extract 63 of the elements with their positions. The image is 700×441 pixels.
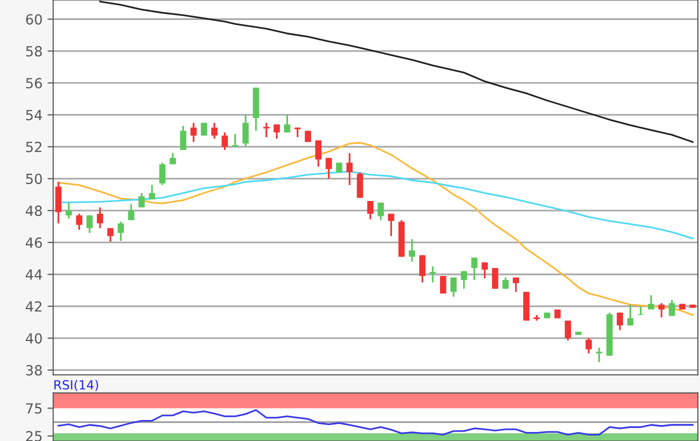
- candlestick: [616, 312, 624, 332]
- candlestick: [76, 212, 82, 231]
- candlestick: [96, 206, 104, 229]
- candlestick: [274, 124, 280, 140]
- y-tick-label: 48: [26, 206, 42, 216]
- candlestick: [190, 122, 197, 143]
- candlestick: [471, 256, 478, 281]
- y-tick-label: 50: [26, 174, 42, 184]
- candlestick: [170, 152, 176, 166]
- candlestick: [388, 212, 394, 237]
- candlestick: [284, 114, 290, 134]
- y-tick-label: 42: [26, 301, 42, 312]
- candlestick: [138, 192, 145, 208]
- y-tick-label: 60: [26, 14, 42, 25]
- candlestick: [627, 304, 634, 326]
- candlestick: [180, 125, 186, 151]
- line-series: [99, 0, 694, 143]
- candlestick: [460, 270, 468, 290]
- chart-title: RSI(14): [54, 380, 98, 392]
- candlestick: [482, 262, 488, 280]
- candlestick: [346, 152, 353, 186]
- candlestick: [315, 140, 322, 168]
- candlestick: [430, 266, 436, 284]
- candlestick: [419, 254, 426, 284]
- y-tick-label: 52: [26, 142, 42, 152]
- candlestick: [668, 299, 676, 317]
- candlestick: [118, 220, 124, 242]
- y-tick-label: 40: [26, 333, 42, 344]
- candlestick: [232, 133, 238, 148]
- candlestick: [648, 294, 654, 310]
- candlestick: [211, 122, 218, 140]
- line-series: [58, 142, 694, 316]
- candlestick: [107, 227, 114, 242]
- candlestick: [336, 162, 342, 174]
- candlestick: [222, 132, 228, 151]
- candlestick: [450, 276, 457, 298]
- candlestick: [294, 126, 301, 138]
- y-tick-label: 54: [26, 110, 42, 120]
- candlestick: [408, 238, 416, 262]
- candlestick: [564, 320, 572, 342]
- candlestick: [326, 157, 332, 180]
- y-tick-label: 56: [26, 78, 42, 88]
- y-tick-label: 38: [26, 365, 42, 376]
- candlestick: [512, 276, 520, 293]
- candlestick: [128, 203, 134, 221]
- candlestick: [86, 214, 93, 234]
- candlestick: [356, 171, 364, 199]
- candlestick: [378, 202, 384, 221]
- candlestick: [586, 337, 592, 354]
- candlestick: [367, 200, 374, 220]
- candlestick: [148, 184, 156, 200]
- candlestick: [242, 114, 249, 148]
- candlestick: [658, 302, 665, 318]
- candlestick: [263, 122, 270, 138]
- y-tick-label: 44: [26, 270, 42, 280]
- y-tick-label: 25: [26, 430, 42, 441]
- candlestick: [596, 346, 602, 363]
- candlestick: [66, 202, 72, 220]
- y-tick-label: 75: [26, 403, 42, 414]
- candlestick: [159, 162, 166, 186]
- line-series: [58, 409, 694, 436]
- y-tick-label: 58: [26, 46, 42, 57]
- y-tick-label: 46: [26, 237, 42, 248]
